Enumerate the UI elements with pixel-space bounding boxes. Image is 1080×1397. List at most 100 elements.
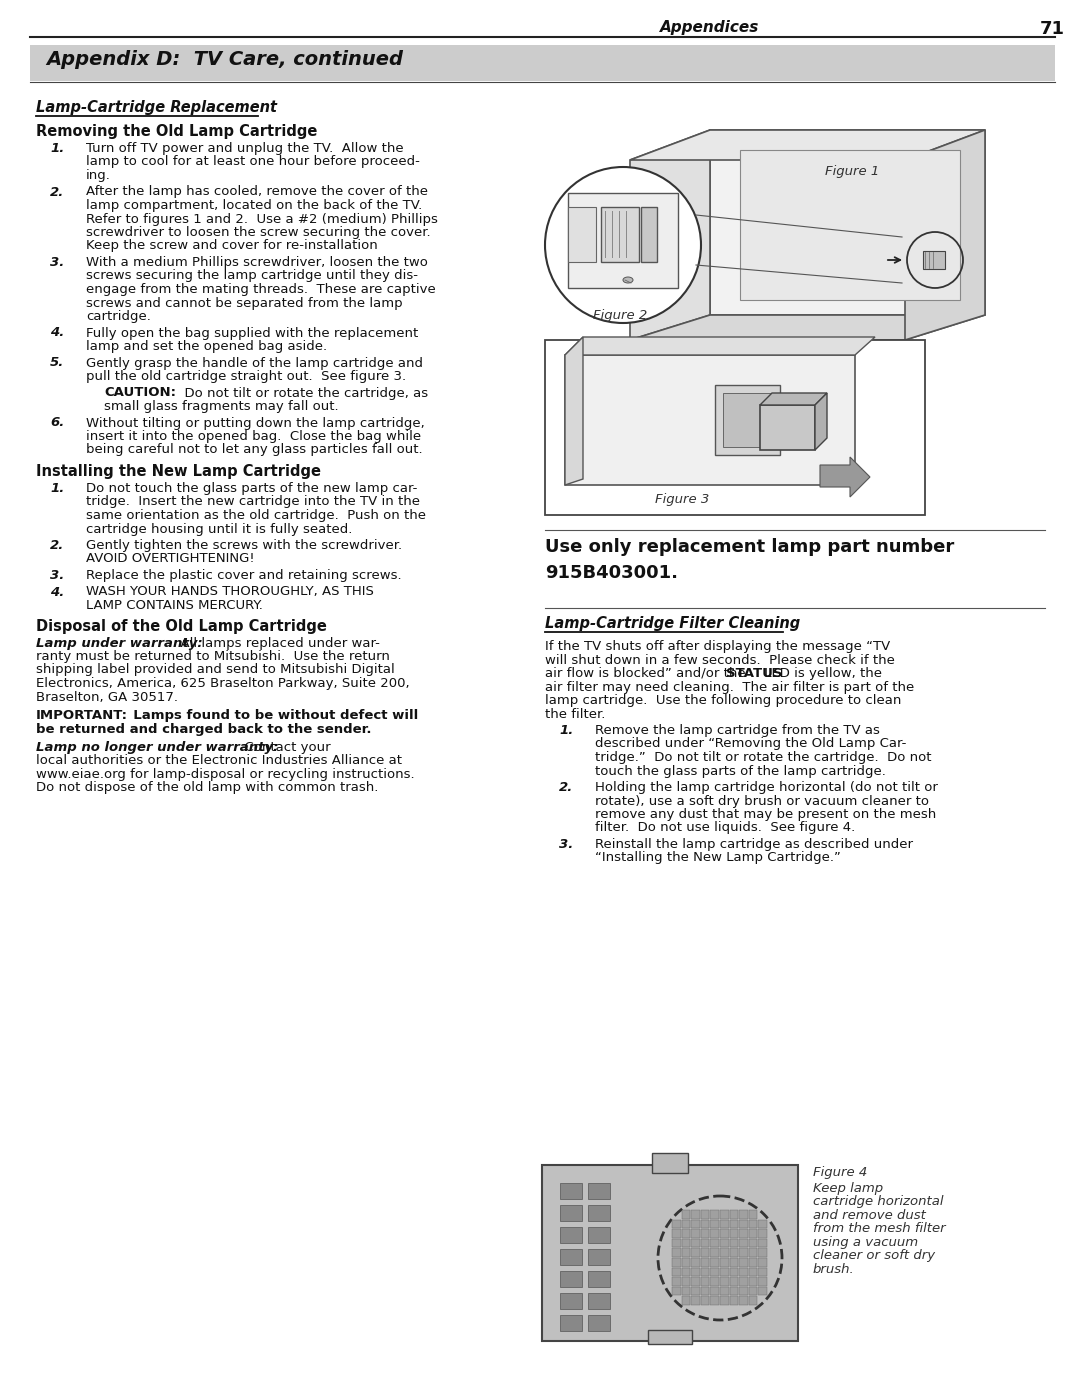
FancyBboxPatch shape (648, 1330, 692, 1344)
Text: 2.: 2. (559, 781, 573, 793)
Text: air flow is blocked” and/or the: air flow is blocked” and/or the (545, 666, 750, 680)
Ellipse shape (623, 277, 633, 284)
Text: same orientation as the old cartridge.  Push on the: same orientation as the old cartridge. P… (86, 509, 426, 522)
Text: STATUS: STATUS (726, 666, 782, 680)
Text: 915B403001.: 915B403001. (545, 564, 678, 583)
Text: Lamps found to be without defect will: Lamps found to be without defect will (124, 710, 418, 722)
FancyBboxPatch shape (739, 1210, 747, 1218)
Text: 1.: 1. (50, 142, 64, 155)
FancyBboxPatch shape (739, 1277, 747, 1285)
FancyBboxPatch shape (748, 1239, 757, 1248)
Text: touch the glass parts of the lamp cartridge.: touch the glass parts of the lamp cartri… (595, 764, 886, 778)
Text: Without tilting or putting down the lamp cartridge,: Without tilting or putting down the lamp… (86, 416, 424, 429)
Text: Contact your: Contact your (237, 740, 330, 754)
Text: local authorities or the Electronic Industries Alliance at: local authorities or the Electronic Indu… (36, 754, 402, 767)
FancyBboxPatch shape (730, 1210, 739, 1218)
FancyBboxPatch shape (642, 207, 657, 263)
Text: 2.: 2. (50, 539, 64, 552)
Text: Figure 2: Figure 2 (593, 309, 647, 321)
FancyBboxPatch shape (701, 1267, 710, 1277)
Text: Lamp-Cartridge Filter Cleaning: Lamp-Cartridge Filter Cleaning (545, 616, 800, 631)
FancyBboxPatch shape (691, 1296, 700, 1305)
FancyBboxPatch shape (758, 1287, 767, 1295)
FancyBboxPatch shape (748, 1277, 757, 1285)
FancyBboxPatch shape (681, 1239, 690, 1248)
Text: pull the old cartridge straight out.  See figure 3.: pull the old cartridge straight out. See… (86, 370, 406, 383)
Text: remove any dust that may be present on the mesh: remove any dust that may be present on t… (595, 807, 936, 821)
Text: filter.  Do not use liquids.  See figure 4.: filter. Do not use liquids. See figure 4… (595, 821, 855, 834)
FancyBboxPatch shape (672, 1249, 680, 1257)
Text: screws and cannot be separated from the lamp: screws and cannot be separated from the … (86, 296, 403, 310)
Text: Do not touch the glass parts of the new lamp car-: Do not touch the glass parts of the new … (86, 482, 417, 495)
FancyBboxPatch shape (739, 1267, 747, 1277)
Text: tridge.  Insert the new cartridge into the TV in the: tridge. Insert the new cartridge into th… (86, 496, 420, 509)
Text: Turn off TV power and unplug the TV.  Allow the: Turn off TV power and unplug the TV. All… (86, 142, 404, 155)
FancyBboxPatch shape (711, 1296, 719, 1305)
FancyBboxPatch shape (672, 1239, 680, 1248)
Text: Lamp no longer under warranty:: Lamp no longer under warranty: (36, 740, 279, 754)
FancyBboxPatch shape (730, 1229, 739, 1238)
Text: screws securing the lamp cartridge until they dis-: screws securing the lamp cartridge until… (86, 270, 418, 282)
FancyBboxPatch shape (588, 1183, 610, 1199)
Text: 4.: 4. (50, 585, 64, 598)
FancyBboxPatch shape (739, 1296, 747, 1305)
Text: Replace the plastic cover and retaining screws.: Replace the plastic cover and retaining … (86, 569, 402, 583)
Text: Gently tighten the screws with the screwdriver.: Gently tighten the screws with the screw… (86, 539, 402, 552)
Text: 4.: 4. (50, 327, 64, 339)
FancyBboxPatch shape (720, 1220, 729, 1228)
FancyBboxPatch shape (711, 1277, 719, 1285)
FancyBboxPatch shape (672, 1267, 680, 1277)
FancyBboxPatch shape (701, 1229, 710, 1238)
Text: cleaner or soft dry: cleaner or soft dry (813, 1249, 935, 1263)
FancyBboxPatch shape (561, 1271, 582, 1287)
Text: IMPORTANT:: IMPORTANT: (36, 710, 129, 722)
FancyBboxPatch shape (720, 1210, 729, 1218)
Text: If the TV shuts off after displaying the message “TV: If the TV shuts off after displaying the… (545, 640, 890, 652)
FancyBboxPatch shape (720, 1259, 729, 1267)
FancyBboxPatch shape (730, 1239, 739, 1248)
FancyBboxPatch shape (758, 1239, 767, 1248)
FancyBboxPatch shape (758, 1267, 767, 1277)
FancyBboxPatch shape (681, 1267, 690, 1277)
Text: cartridge.: cartridge. (86, 310, 151, 323)
FancyBboxPatch shape (758, 1229, 767, 1238)
FancyBboxPatch shape (681, 1287, 690, 1295)
FancyBboxPatch shape (730, 1296, 739, 1305)
FancyBboxPatch shape (758, 1259, 767, 1267)
Text: Remove the lamp cartridge from the TV as: Remove the lamp cartridge from the TV as (595, 724, 880, 738)
FancyBboxPatch shape (758, 1249, 767, 1257)
FancyBboxPatch shape (748, 1259, 757, 1267)
Text: ing.: ing. (86, 169, 111, 182)
FancyBboxPatch shape (748, 1296, 757, 1305)
FancyBboxPatch shape (681, 1296, 690, 1305)
FancyBboxPatch shape (652, 1153, 688, 1173)
Text: 3.: 3. (50, 569, 64, 583)
Circle shape (545, 168, 701, 323)
Text: Holding the lamp cartridge horizontal (do not tilt or: Holding the lamp cartridge horizontal (d… (595, 781, 937, 793)
FancyBboxPatch shape (720, 1267, 729, 1277)
Text: Appendices: Appendices (660, 20, 759, 35)
FancyBboxPatch shape (672, 1229, 680, 1238)
Text: 6.: 6. (50, 416, 64, 429)
FancyBboxPatch shape (730, 1267, 739, 1277)
Text: 1.: 1. (50, 482, 64, 495)
Polygon shape (710, 130, 985, 314)
FancyBboxPatch shape (691, 1220, 700, 1228)
FancyBboxPatch shape (739, 1249, 747, 1257)
FancyBboxPatch shape (730, 1249, 739, 1257)
FancyBboxPatch shape (545, 339, 924, 515)
Text: small glass fragments may fall out.: small glass fragments may fall out. (104, 400, 339, 414)
FancyBboxPatch shape (672, 1259, 680, 1267)
FancyBboxPatch shape (720, 1277, 729, 1285)
Polygon shape (565, 337, 583, 485)
Text: Keep lamp: Keep lamp (813, 1182, 883, 1194)
FancyBboxPatch shape (588, 1271, 610, 1287)
Text: lamp and set the opened bag aside.: lamp and set the opened bag aside. (86, 339, 327, 353)
Text: Disposal of the Old Lamp Cartridge: Disposal of the Old Lamp Cartridge (36, 619, 327, 634)
Polygon shape (630, 314, 985, 339)
FancyBboxPatch shape (561, 1249, 582, 1266)
FancyBboxPatch shape (561, 1294, 582, 1309)
Text: shipping label provided and send to Mitsubishi Digital: shipping label provided and send to Mits… (36, 664, 395, 676)
Text: lamp to cool for at least one hour before proceed-: lamp to cool for at least one hour befor… (86, 155, 420, 169)
Text: tridge.”  Do not tilt or rotate the cartridge.  Do not: tridge.” Do not tilt or rotate the cartr… (595, 752, 931, 764)
